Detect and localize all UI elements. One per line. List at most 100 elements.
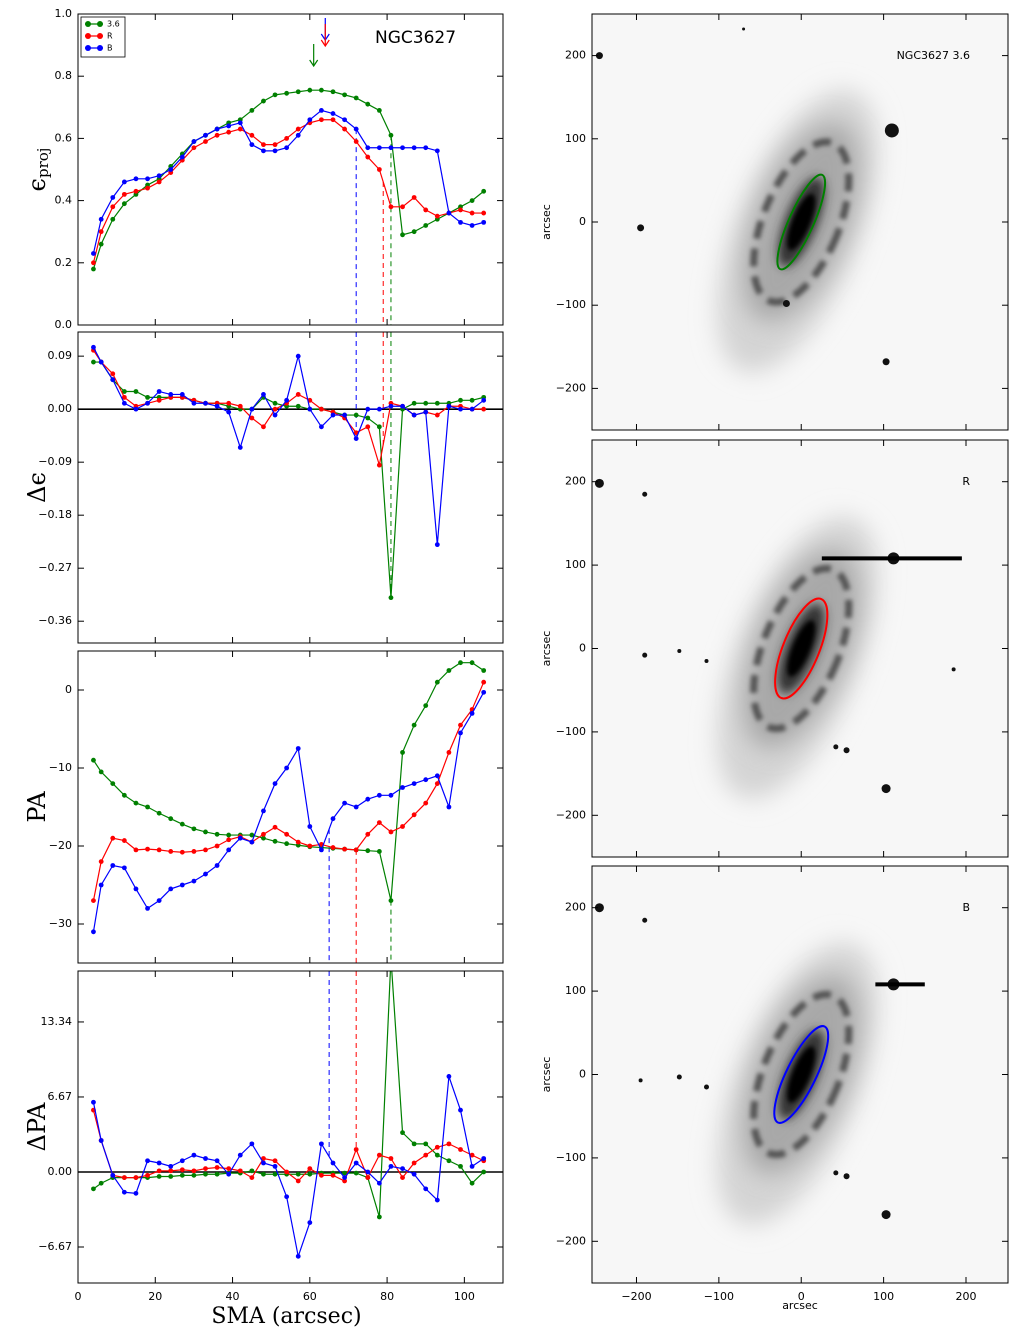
data-point: [110, 195, 116, 200]
data-point: [284, 1169, 290, 1175]
data-point: [400, 204, 405, 210]
data-point: [295, 403, 301, 409]
data-point: [400, 145, 405, 151]
data-point: [319, 424, 324, 430]
legend-label: B: [107, 44, 113, 53]
data-point: [295, 1171, 301, 1177]
data-point: [458, 406, 463, 412]
star: [882, 358, 890, 366]
y-tick-label: −20: [49, 839, 72, 852]
data-point: [168, 849, 174, 854]
galaxy-core: [787, 620, 816, 677]
data-point: [353, 804, 359, 810]
data-point: [156, 1160, 162, 1166]
y-tick-label: 0: [579, 1068, 586, 1081]
data-point: [121, 400, 127, 406]
data-point: [458, 207, 463, 213]
data-point: [458, 660, 463, 666]
data-point: [249, 142, 255, 148]
data-point: [319, 108, 324, 113]
data-point: [121, 179, 127, 185]
data-point: [284, 765, 290, 771]
data-point: [353, 139, 359, 144]
y-axis-label: Δϵ: [23, 472, 51, 503]
y-tick-label: 0.4: [55, 194, 73, 207]
y-tick-label: 0.6: [55, 131, 73, 144]
x-tick-label: 40: [226, 1290, 240, 1303]
y-tick-label: 0.00: [48, 1165, 73, 1178]
y-axis-label-main: ΔPA: [23, 1102, 51, 1151]
data-point: [133, 886, 139, 892]
data-point: [423, 409, 429, 415]
data-point: [261, 808, 266, 814]
star: [676, 1074, 682, 1080]
data-point: [400, 1166, 405, 1172]
data-point: [307, 824, 313, 829]
data-point: [411, 781, 417, 786]
data-point: [376, 1214, 382, 1220]
data-point: [156, 397, 162, 403]
data-point: [203, 139, 208, 144]
data-point: [423, 145, 429, 151]
data-point: [133, 188, 139, 194]
data-point: [365, 415, 371, 421]
data-point: [168, 167, 174, 172]
star: [642, 917, 648, 923]
data-point: [330, 117, 336, 123]
data-point: [156, 847, 162, 853]
data-point: [307, 1171, 313, 1177]
series-line: [92, 89, 485, 270]
data-point: [388, 1156, 394, 1161]
y-tick-label: 13.34: [41, 1015, 73, 1028]
data-point: [261, 98, 266, 104]
data-point: [400, 750, 405, 755]
data-point: [91, 266, 96, 272]
data-point: [203, 1166, 208, 1172]
data-point: [98, 882, 104, 888]
data-point: [365, 1175, 371, 1181]
data-point: [423, 1141, 429, 1147]
data-point: [411, 412, 417, 418]
data-point: [376, 167, 382, 172]
y-tick-label: 200: [565, 49, 586, 62]
y-tick-label: 0.8: [55, 69, 73, 82]
data-point: [446, 210, 452, 216]
data-point: [249, 1175, 255, 1181]
data-point: [376, 462, 382, 468]
y-tick-label: 0: [579, 215, 586, 228]
data-point: [179, 392, 185, 397]
data-point: [434, 412, 440, 418]
star: [637, 224, 645, 232]
star: [884, 123, 899, 138]
data-point: [272, 142, 278, 148]
star: [642, 491, 648, 497]
y-tick-label: −0.09: [38, 455, 72, 468]
data-point: [319, 117, 324, 123]
data-point: [272, 838, 278, 844]
data-point: [145, 804, 150, 810]
data-point: [237, 120, 243, 126]
data-point: [203, 400, 208, 406]
data-point: [91, 757, 96, 763]
data-point: [133, 389, 139, 394]
star: [782, 300, 790, 308]
data-point: [249, 406, 255, 412]
star: [594, 478, 604, 488]
data-point: [121, 191, 127, 197]
data-point: [145, 906, 150, 911]
data-point: [469, 1163, 475, 1169]
y-tick-label: 100: [565, 558, 586, 571]
data-point: [284, 831, 290, 837]
data-point: [434, 773, 440, 779]
series-line: [92, 347, 485, 545]
data-point: [168, 1163, 174, 1169]
series-line: [92, 692, 485, 932]
star: [677, 649, 682, 654]
data-point: [156, 179, 162, 185]
data-point: [133, 1175, 139, 1181]
data-point: [411, 1160, 417, 1166]
data-point: [353, 430, 359, 436]
data-point: [237, 1168, 243, 1174]
data-point: [110, 781, 116, 786]
